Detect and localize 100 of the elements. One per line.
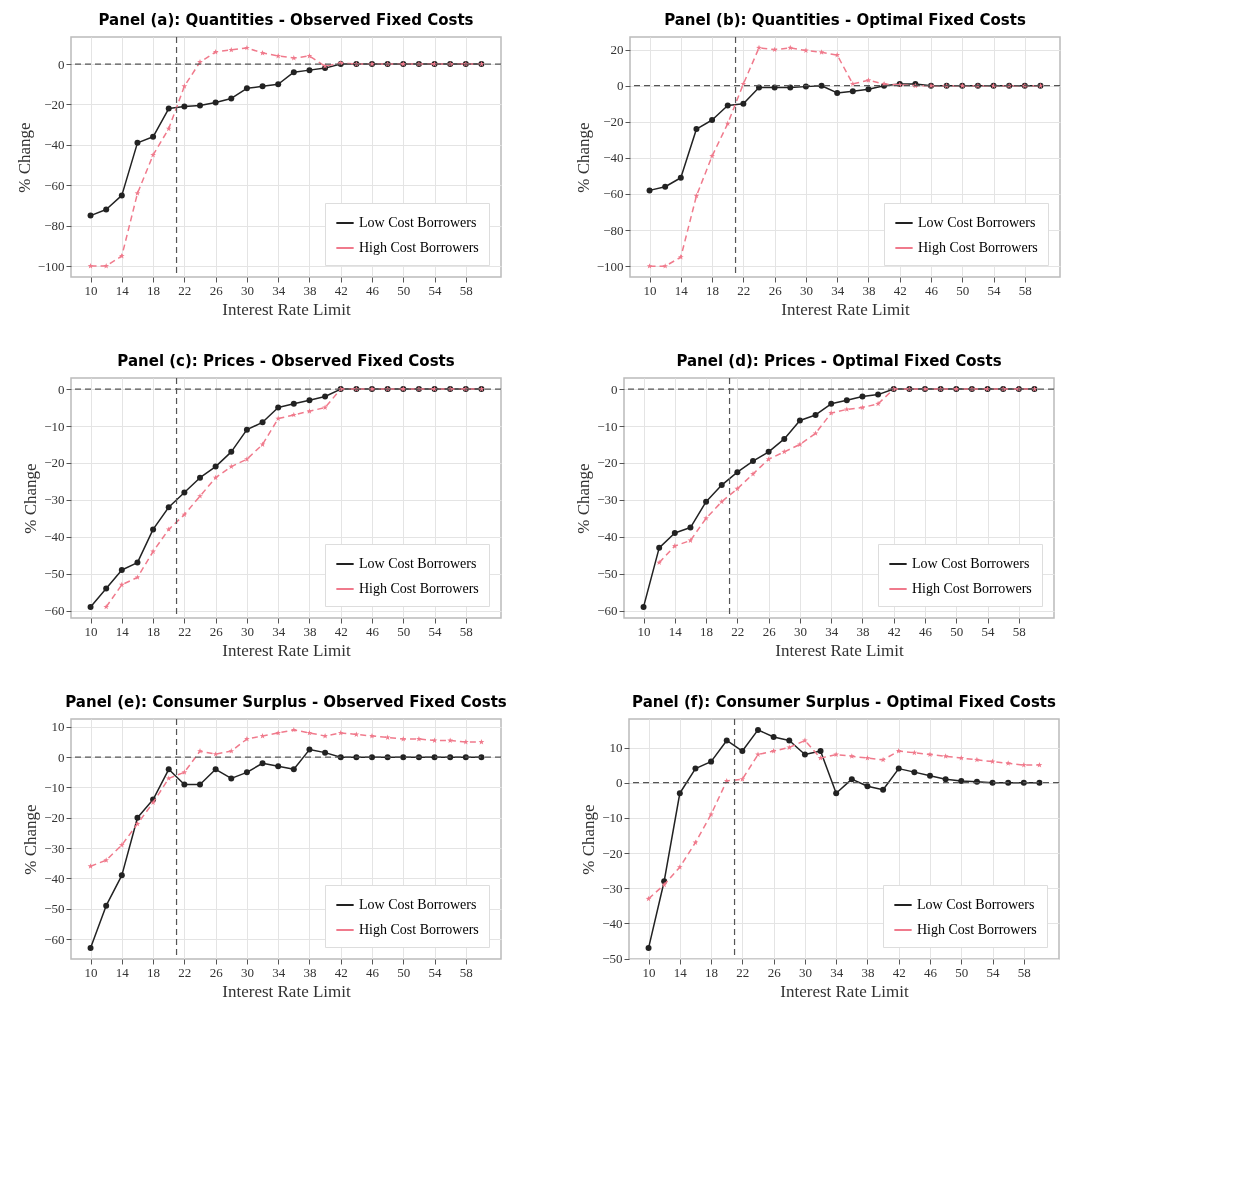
y-tick-label: 0 [617,78,624,94]
x-axis-title: Interest Rate Limit [222,981,351,1001]
x-tick-label: 38 [303,623,317,639]
x-tick-label: 38 [861,964,875,980]
x-tick-label: 58 [1018,282,1032,298]
x-tick-label: 42 [334,964,348,980]
x-tick-label: 46 [366,282,380,298]
legend-label: High Cost Borrowers [359,581,479,596]
y-tick-label: −20 [44,96,65,112]
y-tick-label: −100 [596,258,624,274]
x-axis-title: Interest Rate Limit [222,299,351,319]
chart-title: Panel (d): Prices - Optimal Fixed Costs [676,352,1002,371]
x-tick-label: 30 [799,282,813,298]
x-tick-label: 22 [737,282,751,298]
legend-label: Low Cost Borrowers [917,897,1035,912]
x-axis-title: Interest Rate Limit [775,640,904,660]
x-tick-label: 14 [674,282,689,298]
legend-label: High Cost Borrowers [359,922,479,937]
chart-title: Panel (b): Quantities - Optimal Fixed Costs [664,11,1026,30]
x-tick-label: 26 [209,282,224,298]
x-tick-label: 18 [147,623,161,639]
y-tick-label: −40 [603,150,624,166]
x-tick-label: 34 [272,623,286,639]
x-tick-label: 22 [731,623,745,639]
legend-label: Low Cost Borrowers [359,897,477,912]
x-tick-label: 54 [986,964,1001,980]
x-tick-label: 34 [825,623,839,639]
x-tick-label: 50 [950,623,964,639]
x-tick-label: 22 [178,282,192,298]
y-tick-label: 0 [58,56,65,72]
x-tick-label: 58 [459,623,473,639]
legend-label: High Cost Borrowers [912,581,1032,596]
x-tick-label: 54 [428,623,443,639]
x-tick-label: 54 [981,623,996,639]
x-tick-label: 10 [84,964,98,980]
x-tick-label: 42 [334,282,348,298]
x-tick-label: 46 [924,964,938,980]
x-tick-label: 26 [762,623,777,639]
x-tick-label: 26 [768,282,783,298]
x-tick-label: 26 [209,964,224,980]
x-tick-label: 18 [706,282,720,298]
y-tick-label: 0 [611,381,618,397]
legend-label: Low Cost Borrowers [359,556,477,571]
x-axis-title: Interest Rate Limit [781,299,910,319]
x-tick-label: 50 [397,282,411,298]
x-axis-title: Interest Rate Limit [780,981,909,1001]
y-tick-label: −10 [44,418,65,434]
x-tick-label: 14 [115,964,130,980]
y-tick-label: −30 [44,492,65,508]
y-tick-label: −80 [603,222,624,238]
y-tick-label: −60 [44,177,65,193]
x-tick-label: 34 [272,282,286,298]
x-tick-label: 30 [240,623,254,639]
legend-label: High Cost Borrowers [917,922,1037,937]
legend-label: High Cost Borrowers [359,240,479,255]
x-tick-label: 46 [919,623,933,639]
x-tick-label: 42 [893,282,907,298]
x-tick-label: 46 [925,282,939,298]
y-tick-label: −40 [44,137,65,153]
x-tick-label: 14 [673,964,688,980]
x-tick-label: 50 [955,964,969,980]
y-tick-label: −30 [597,492,618,508]
x-tick-label: 54 [987,282,1002,298]
x-tick-label: 34 [831,282,845,298]
x-tick-label: 10 [643,282,657,298]
chart-title: Panel (f): Consumer Surplus - Optimal Fixed Costs [632,693,1057,712]
y-tick-label: −10 [602,810,623,826]
y-tick-label: −20 [597,455,618,471]
x-tick-label: 18 [147,964,161,980]
x-tick-label: 18 [700,623,714,639]
x-tick-label: 50 [956,282,970,298]
x-tick-label: 30 [793,623,807,639]
y-tick-label: −30 [602,880,623,896]
legend-label: High Cost Borrowers [918,240,1038,255]
x-tick-label: 54 [428,964,443,980]
y-tick-label: −50 [597,566,618,582]
y-tick-label: −40 [44,870,65,886]
legend-label: Low Cost Borrowers [918,215,1036,230]
y-tick-label: −50 [44,566,65,582]
x-tick-label: 42 [887,623,901,639]
x-tick-label: 54 [428,282,443,298]
y-tick-label: −40 [44,529,65,545]
x-tick-label: 22 [178,964,192,980]
x-axis-title: Interest Rate Limit [222,640,351,660]
y-tick-label: −60 [597,603,618,619]
y-tick-label: 0 [616,775,623,791]
y-axis-title: % Change [21,804,41,875]
x-tick-label: 58 [459,964,473,980]
x-tick-label: 14 [115,282,130,298]
y-tick-label: −80 [44,218,65,234]
x-tick-label: 18 [147,282,161,298]
y-tick-label: −50 [602,951,623,967]
y-tick-label: −60 [44,603,65,619]
y-axis-title: % Change [21,463,41,534]
y-axis-title: % Change [579,804,599,875]
x-tick-label: 30 [798,964,812,980]
x-tick-label: 46 [366,964,380,980]
x-tick-label: 58 [1017,964,1031,980]
y-tick-label: 0 [58,749,65,765]
y-tick-label: −20 [603,114,624,130]
